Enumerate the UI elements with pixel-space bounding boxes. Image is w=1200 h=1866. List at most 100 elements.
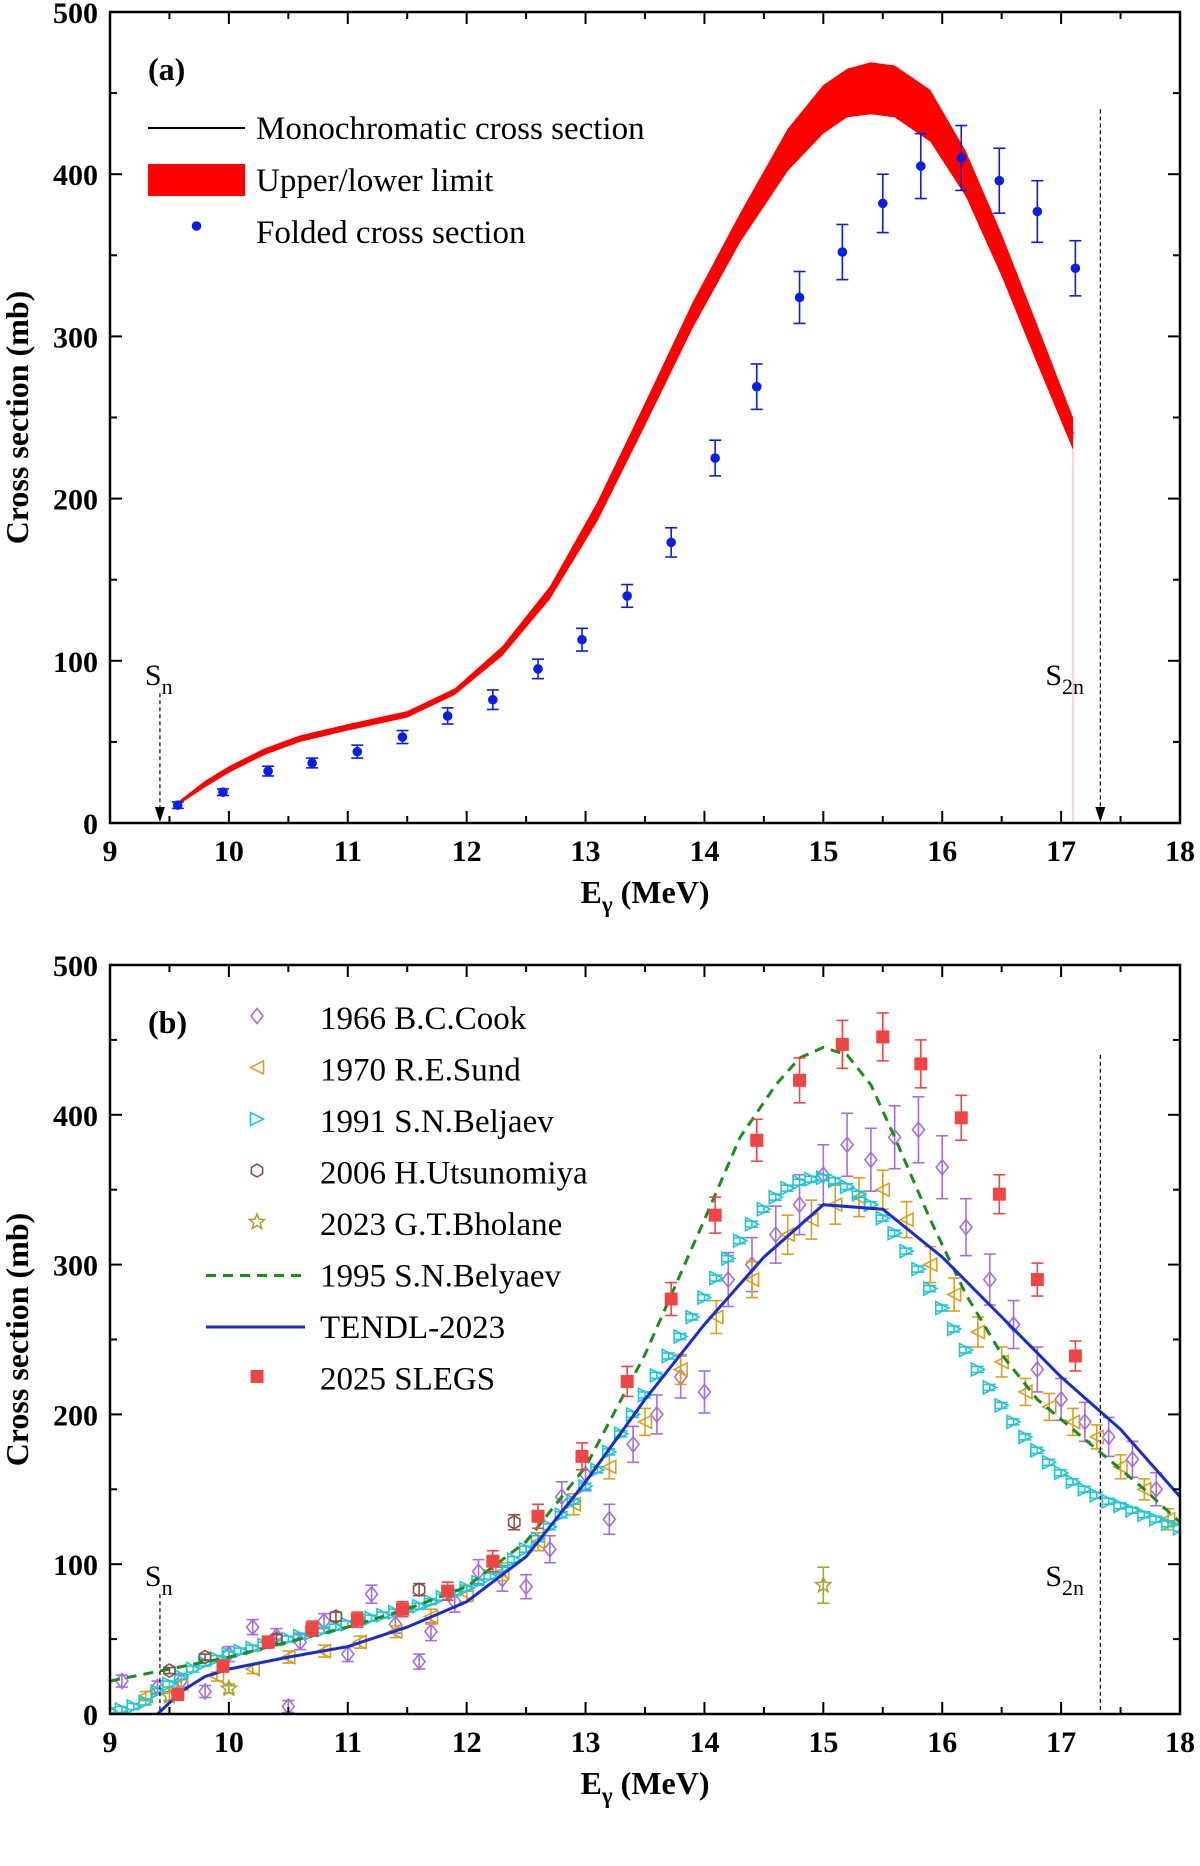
data-point bbox=[423, 1622, 439, 1641]
legend-label: Folded cross section bbox=[256, 215, 525, 251]
error-bar bbox=[1126, 1506, 1139, 1515]
error-bar bbox=[912, 1265, 925, 1273]
series-line bbox=[110, 1045, 1180, 1683]
data-point bbox=[1006, 1315, 1021, 1334]
data-point bbox=[743, 1271, 760, 1288]
data-point bbox=[387, 1623, 403, 1640]
data-point bbox=[804, 1171, 820, 1188]
data-point bbox=[982, 1379, 999, 1396]
error-bar bbox=[936, 1304, 949, 1312]
data-point bbox=[1113, 1497, 1129, 1514]
data-point bbox=[340, 1645, 355, 1663]
data-point bbox=[533, 664, 543, 674]
data-point bbox=[601, 1459, 617, 1475]
error-bar bbox=[413, 1653, 426, 1670]
x-axis-label-main: E bbox=[581, 874, 602, 910]
data-point bbox=[174, 1668, 190, 1685]
data-point bbox=[914, 1057, 928, 1071]
error-bar bbox=[686, 1313, 699, 1321]
data-point bbox=[1030, 1360, 1045, 1379]
data-point bbox=[219, 1678, 239, 1697]
data-point bbox=[1125, 1502, 1141, 1519]
error-bar bbox=[805, 1175, 818, 1184]
data-point bbox=[506, 1551, 523, 1568]
x-tick-label: 14 bbox=[689, 835, 719, 868]
x-tick-label: 18 bbox=[1165, 1726, 1195, 1759]
legend-swatch-band bbox=[148, 164, 245, 196]
error-bar bbox=[710, 1274, 723, 1282]
data-point bbox=[218, 787, 228, 797]
annotation-sn: Sn bbox=[145, 1560, 173, 1714]
error-bar bbox=[1114, 1454, 1127, 1480]
error-bar bbox=[110, 1707, 116, 1714]
y-tick-label: 500 bbox=[53, 950, 98, 983]
error-bar bbox=[781, 1184, 794, 1192]
error-bar bbox=[603, 1454, 616, 1480]
error-bar bbox=[936, 1134, 949, 1200]
error-bar bbox=[650, 1394, 663, 1435]
data-point bbox=[835, 1037, 849, 1051]
y-tick-label: 0 bbox=[83, 808, 98, 841]
error-bar bbox=[746, 1260, 758, 1299]
data-point bbox=[792, 1195, 807, 1214]
data-point bbox=[364, 1610, 380, 1626]
threshold-label-sub: 2n bbox=[1062, 674, 1084, 699]
annotation-sn: Sn bbox=[145, 659, 173, 822]
x-axis-label-sub: γ bbox=[601, 1783, 613, 1808]
data-point bbox=[863, 1150, 878, 1169]
data-point bbox=[994, 175, 1005, 186]
data-point bbox=[874, 1181, 891, 1198]
legend-swatch-marker bbox=[247, 1211, 267, 1231]
data-point bbox=[954, 1111, 968, 1125]
data-point bbox=[1017, 1384, 1033, 1400]
data-point bbox=[697, 1289, 713, 1306]
data-point bbox=[708, 1208, 722, 1222]
series-line bbox=[156, 1203, 1180, 1714]
data-point bbox=[329, 1609, 343, 1625]
data-point bbox=[839, 1178, 856, 1195]
legend-item-1995-s-n-belyaev: 1995 S.N.Belyaev bbox=[206, 1259, 562, 1295]
error-bar bbox=[199, 1684, 212, 1699]
y-tick-label: 0 bbox=[83, 1699, 98, 1732]
legend-swatch-marker bbox=[191, 221, 202, 231]
data-point bbox=[1077, 1413, 1092, 1431]
data-point bbox=[708, 1309, 724, 1325]
data-point bbox=[756, 1201, 773, 1217]
data-point bbox=[397, 732, 408, 742]
data-point bbox=[531, 1509, 545, 1523]
error-bar bbox=[484, 1572, 497, 1580]
panel-label: (b) bbox=[148, 1004, 187, 1040]
x-tick-label: 18 bbox=[1165, 835, 1195, 868]
error-bar bbox=[1043, 1458, 1056, 1467]
data-point bbox=[488, 694, 498, 705]
data-point bbox=[281, 1697, 296, 1714]
data-point bbox=[412, 1582, 426, 1598]
series-2006-h-utsunomiya bbox=[163, 1513, 521, 1679]
legend-swatch-marker bbox=[250, 1370, 264, 1383]
data-point bbox=[750, 1133, 764, 1147]
data-point bbox=[486, 1554, 500, 1568]
data-point bbox=[1070, 263, 1081, 274]
error-bar bbox=[841, 1182, 854, 1191]
data-point bbox=[661, 1348, 678, 1364]
data-point bbox=[626, 1435, 641, 1454]
threshold-arrowhead bbox=[154, 807, 165, 822]
data-point bbox=[768, 1225, 783, 1244]
error-bar bbox=[1102, 1497, 1115, 1506]
error-bar bbox=[805, 1199, 818, 1240]
legend: 1966 B.C.Cook 1970 R.E.Sund 1991 S.N.Belja… bbox=[206, 1001, 588, 1398]
band-baseline bbox=[177, 449, 1074, 823]
legend-label: 2006 H.Utsunomiya bbox=[320, 1156, 588, 1192]
x-tick-label: 17 bbox=[1046, 835, 1076, 868]
data-point bbox=[185, 1661, 202, 1677]
data-point bbox=[519, 1577, 534, 1596]
data-point bbox=[840, 1135, 855, 1154]
data-point bbox=[1136, 1481, 1152, 1498]
threshold-arrowhead bbox=[1095, 807, 1106, 822]
error-bar bbox=[948, 1277, 961, 1312]
error-bar bbox=[508, 1513, 521, 1531]
error-bar bbox=[971, 1316, 984, 1348]
legend-item-monochromatic-cross-section: Monochromatic cross section bbox=[148, 111, 645, 147]
error-bar bbox=[960, 1346, 972, 1354]
threshold-label-main: S bbox=[1045, 659, 1062, 692]
